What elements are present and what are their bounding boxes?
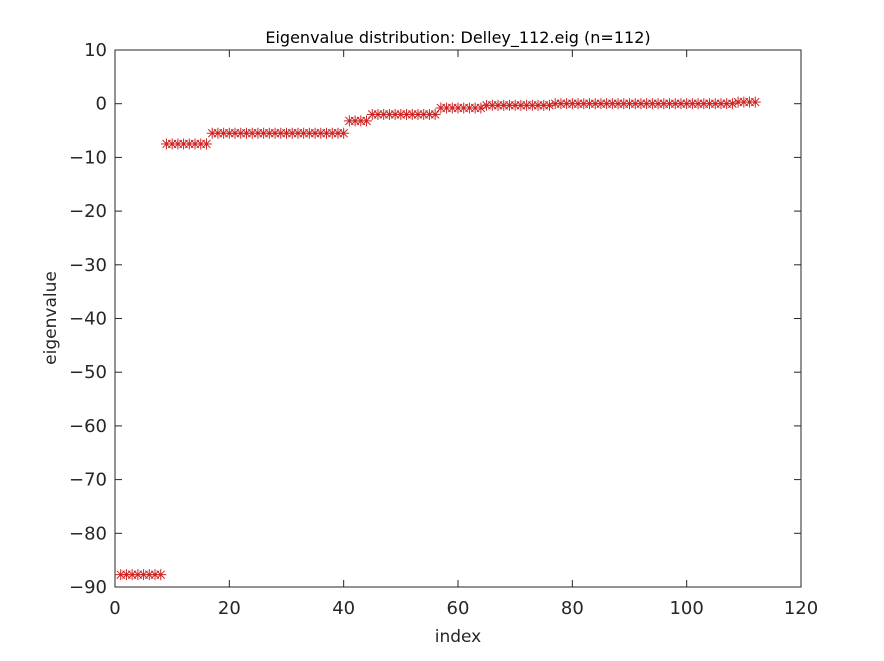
- y-tick-label: −10: [69, 147, 107, 168]
- x-tick-label: 60: [447, 598, 470, 619]
- data-point: [338, 127, 350, 139]
- x-tick-label: 120: [784, 598, 818, 619]
- y-tick-label: −70: [69, 470, 107, 491]
- tick-marks: [114, 49, 802, 588]
- x-tick-label: 100: [669, 598, 703, 619]
- x-tick-label: 0: [109, 598, 120, 619]
- data-point: [200, 138, 212, 150]
- tick-labels: 0 20 40 60 80 100 120100−10−20−30−40−50−60−70−…: [69, 40, 818, 619]
- y-tick-label: −90: [69, 577, 107, 598]
- y-tick-label: 10: [84, 40, 107, 61]
- y-tick-label: −40: [69, 309, 107, 330]
- data-point: [726, 98, 738, 110]
- y-tick-label: −80: [69, 523, 107, 544]
- x-tick-label: 40: [332, 598, 355, 619]
- data-point: [429, 108, 441, 120]
- x-tick-label: 80: [561, 598, 584, 619]
- data-points: [115, 96, 761, 581]
- x-tick-label: 20: [218, 598, 241, 619]
- y-tick-label: 0: [96, 94, 107, 115]
- y-tick-label: −60: [69, 416, 107, 437]
- y-axis-label: eigenvalue: [41, 271, 61, 365]
- chart-title: Eigenvalue distribution: Delley_112.eig …: [265, 28, 650, 48]
- y-tick-label: −30: [69, 255, 107, 276]
- y-tick-label: −20: [69, 201, 107, 222]
- data-point: [361, 115, 373, 127]
- data-point: [155, 569, 167, 581]
- data-point: [749, 96, 761, 108]
- y-tick-label: −50: [69, 362, 107, 383]
- plot-area: [114, 49, 802, 588]
- x-axis-label: index: [435, 627, 482, 647]
